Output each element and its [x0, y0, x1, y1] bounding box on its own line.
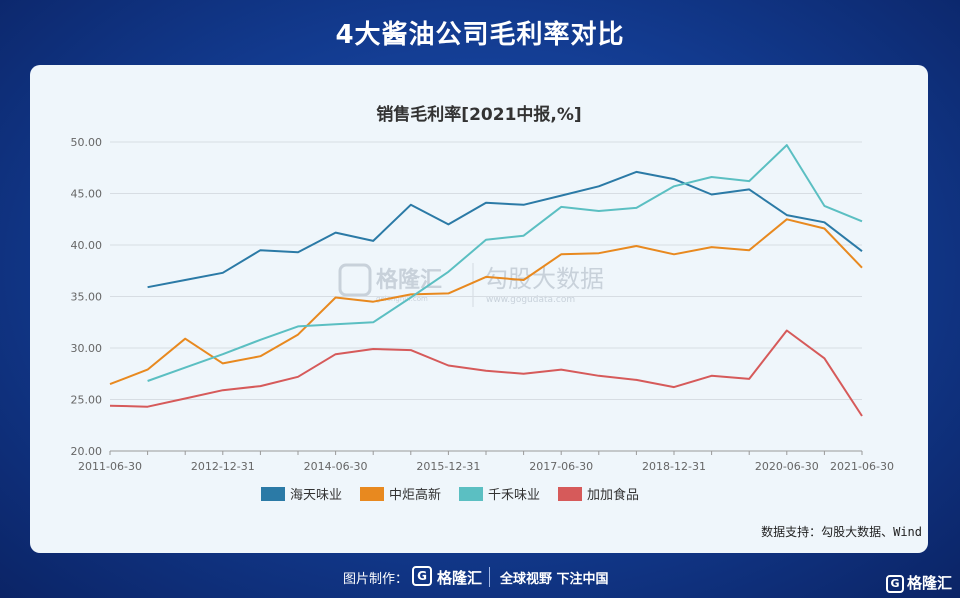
watermark-site2: www.gogudata.com — [486, 295, 575, 305]
series-line-2 — [109, 218, 863, 386]
x-tick-label: 2021-06-30 — [830, 460, 894, 473]
x-tick-label: 2012-12-31 — [191, 460, 255, 473]
watermark-logo-icon — [338, 263, 372, 297]
gelonghui-logo-icon: G — [412, 566, 432, 586]
footer-divider — [489, 567, 490, 587]
legend-label: 中炬高新 — [389, 487, 441, 503]
legend-swatch — [360, 487, 384, 501]
footer-slogan: 全球视野 下注中国 — [500, 572, 609, 587]
x-tick-label: 2014-06-30 — [304, 460, 368, 473]
chart-card: 销售毛利率[2021中报,%] 格隆汇 gelonghui.com 勾股大数据 … — [30, 65, 928, 553]
legend-swatch — [261, 487, 285, 501]
watermark-brand: 格隆汇 — [376, 267, 442, 293]
legend-label: 海天味业 — [290, 488, 342, 503]
corner-brand: G 格隆汇 — [885, 572, 952, 593]
watermark-site1: gelonghui.com — [376, 295, 428, 303]
y-tick-label: 45.00 — [71, 188, 103, 201]
page-title: 4大酱油公司毛利率对比 — [335, 20, 625, 50]
legend-label: 加加食品 — [587, 487, 639, 503]
x-tick-label: 2015-12-31 — [416, 460, 480, 473]
source-note: 数据支持：勾股大数据、Wind — [761, 525, 922, 539]
y-tick-label: 20.00 — [71, 445, 103, 458]
x-tick-label: 2020-06-30 — [755, 460, 819, 473]
y-tick-label: 30.00 — [71, 342, 103, 355]
chart-title: 销售毛利率[2021中报,%] — [376, 104, 581, 125]
corner-logo-icon: G — [885, 574, 904, 593]
legend-swatch — [459, 487, 483, 501]
y-tick-label: 25.00 — [71, 394, 103, 407]
y-tick-label: 35.00 — [71, 291, 103, 304]
y-tick-label: 50.00 — [71, 136, 103, 149]
grid — [110, 141, 862, 452]
x-tick-label: 2011-06-30 — [78, 460, 142, 473]
legend: 海天味业 中炬高新 千禾味业 加加食品 — [261, 487, 639, 503]
axes: 20.00 25.00 30.00 35.00 40.00 45.00 50.00 2011-… — [71, 136, 894, 473]
x-tick-label: 2018-12-31 — [642, 460, 706, 473]
series-line-1 — [147, 170, 863, 289]
x-tick-label: 2017-06-30 — [529, 460, 593, 473]
series-line-3 — [147, 144, 863, 382]
y-tick-label: 40.00 — [71, 239, 103, 252]
footer-brand: 格隆汇 — [437, 569, 483, 587]
footer: 图片制作： G 格隆汇 全球视野 下注中国 — [0, 566, 960, 588]
series — [109, 144, 863, 417]
legend-swatch — [558, 487, 582, 501]
series-line-4 — [109, 329, 863, 417]
corner-brand-label: 格隆汇 — [906, 574, 952, 592]
line-chart: 销售毛利率[2021中报,%] 格隆汇 gelonghui.com 勾股大数据 … — [71, 104, 894, 503]
footer-credit: 图片制作： — [343, 572, 409, 587]
legend-label: 千禾味业 — [488, 488, 540, 503]
